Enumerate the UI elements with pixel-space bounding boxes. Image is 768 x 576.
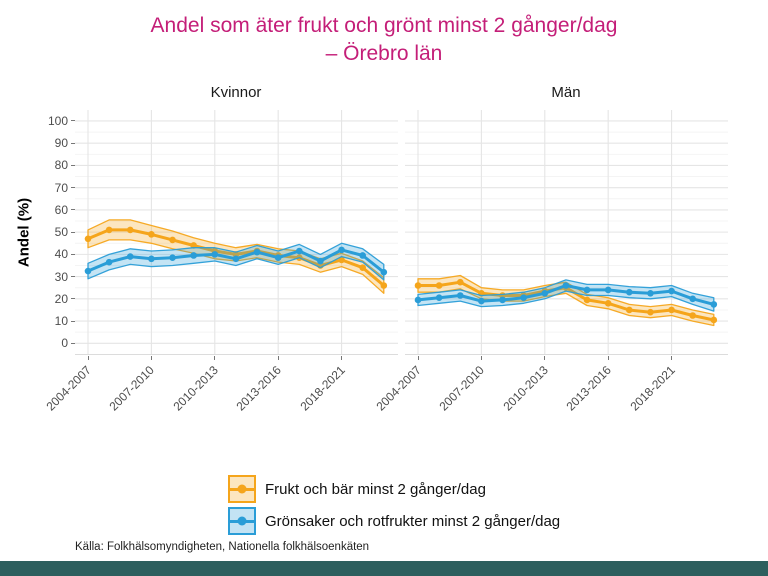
x-tick-label: 2007-2010 (436, 363, 488, 414)
facet-label-man: Män (551, 84, 581, 101)
y-tick-label: 100 (47, 113, 68, 128)
panel-man (405, 110, 728, 355)
y-tick-mark (71, 342, 75, 344)
y-tick-mark (71, 298, 75, 300)
x-tick-mark (150, 356, 152, 360)
y-tick-label: 30 (54, 269, 68, 284)
legend: Frukt och bär minst 2 gånger/dag Grönsak… (228, 475, 561, 540)
facet-label-kvinnor: Kvinnor (210, 84, 262, 101)
y-tick-label: 80 (54, 158, 68, 173)
chart-title-line2: – Örebro län (325, 42, 443, 65)
y-tick-label: 10 (54, 314, 68, 329)
panel-kvinnor (75, 110, 398, 355)
y-tick-label: 0 (61, 336, 68, 351)
x-tick-mark (671, 356, 673, 360)
x-tick-label: 2010-2013 (500, 363, 551, 414)
x-tick-mark (417, 356, 419, 360)
y-tick-mark (71, 209, 75, 211)
y-tick-mark (71, 120, 75, 122)
y-tick-label: 20 (54, 291, 68, 306)
y-tick-label: 50 (54, 225, 68, 240)
x-tick-label: 2018-2021 (296, 363, 348, 414)
x-tick-label: 2010-2013 (170, 363, 221, 414)
x-tick-mark (341, 356, 343, 360)
x-tick-mark (214, 356, 216, 360)
legend-item-frukt: Frukt och bär minst 2 gånger/dag (228, 475, 560, 503)
y-axis-title: Andel (%) (15, 197, 33, 268)
x-tick-mark (480, 356, 482, 360)
legend-label-frukt: Frukt och bär minst 2 gånger/dag (265, 480, 486, 498)
x-tick-label: 2013-2016 (563, 363, 615, 414)
y-tick-mark (71, 187, 75, 189)
y-tick-label: 40 (54, 247, 68, 262)
x-tick-label: 2004-2007 (43, 363, 94, 414)
x-tick-mark (87, 356, 89, 360)
y-tick-mark (71, 320, 75, 322)
y-tick-label: 60 (54, 202, 68, 217)
x-tick-label: 2004-2007 (373, 363, 424, 414)
x-tick-mark (544, 356, 546, 360)
legend-key-gronsaker-icon (228, 507, 256, 535)
legend-key-frukt-icon (228, 475, 256, 503)
x-tick-label: 2007-2010 (106, 363, 158, 414)
y-tick-mark (71, 164, 75, 166)
x-tick-mark (607, 356, 609, 360)
chart-title-line1: Andel som äter frukt och grönt minst 2 g… (150, 14, 618, 37)
x-tick-mark (277, 356, 279, 360)
y-tick-label: 70 (54, 180, 68, 195)
legend-label-gronsaker: Grönsaker och rotfrukter minst 2 gånger/… (265, 512, 561, 530)
y-tick-label: 90 (54, 136, 68, 151)
y-tick-mark (71, 231, 75, 233)
legend-item-gronsaker: Grönsaker och rotfrukter minst 2 gånger/… (228, 507, 561, 535)
footer-bar (0, 561, 768, 576)
y-tick-mark (71, 253, 75, 255)
caption: Källa: Folkhälsomyndigheten, Nationella … (75, 541, 370, 553)
y-tick-mark (71, 276, 75, 278)
y-tick-mark (71, 142, 75, 144)
chart-title: Andel som äter frukt och grönt minst 2 g… (0, 12, 768, 68)
x-tick-label: 2018-2021 (626, 363, 678, 414)
x-tick-label: 2013-2016 (233, 363, 285, 414)
